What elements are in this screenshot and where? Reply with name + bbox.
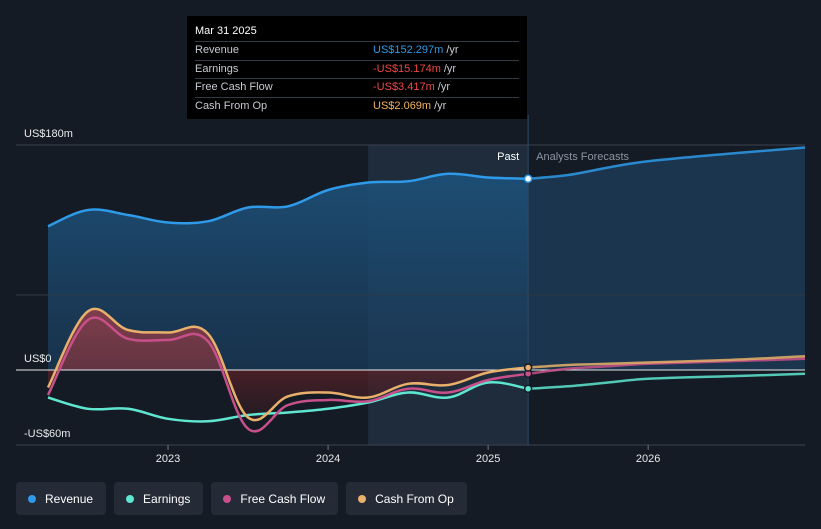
tooltip-date: Mar 31 2025 [195,25,257,37]
legend-dot-icon [358,494,367,503]
x-tick-label: 2024 [316,453,340,465]
tooltip-row-earnings: Earnings -US$15.174m /yr [195,59,519,79]
tooltip-row-cash-from-op: Cash From Op US$2.069m /yr [195,96,519,116]
y-tick-label: US$180m [24,128,73,140]
y-tick-label: US$0 [24,353,52,365]
tooltip-value: US$2.069m [373,99,432,112]
cash-flow-positive-area [48,308,529,370]
earnings-line [47,381,529,423]
forecast-label: Analysts Forecasts [536,151,629,163]
legend-item-revenue[interactable]: Revenue [16,482,107,515]
tooltip-suffix: /yr [434,99,447,112]
free-cash-flow-forecast-line [527,357,806,376]
revenue-line [47,172,529,228]
tooltip-suffix: /yr [446,44,459,56]
legend-item-earnings[interactable]: Earnings [114,482,204,515]
free-cash-flow-line [46,316,529,433]
tooltip-value: -US$3.417m [373,81,435,93]
x-tick-label: 2026 [636,453,660,465]
tooltip-label: Earnings [195,62,239,75]
tooltip-label: Free Cash Flow [195,81,273,93]
cash-from-op-line [46,307,529,422]
revenue-marker [523,174,533,183]
tooltip-suffix: /yr [437,81,450,93]
x-tick-label: 2025 [476,453,500,465]
legend-label: Earnings [143,491,191,506]
legend-dot-icon [28,494,36,503]
tooltip-label: Cash From Op [195,99,268,112]
x-tick-label: 2023 [156,453,180,465]
cash-from-op-marker [523,363,533,372]
tooltip-row-free-cash-flow: Free Cash Flow -US$3.417m /yr [195,78,519,97]
tooltip-row-revenue: Revenue US$152.297m /yr [195,41,519,60]
y-tick-label: -US$60m [24,428,70,440]
tooltip-value: US$152.297m [373,44,444,56]
legend-dot-icon [223,494,232,503]
tooltip: Mar 31 2025 Revenue US$152.297m /yr Earn… [187,16,527,119]
revenue-forecast-area [528,147,805,370]
legend-item-cash-from-op[interactable]: Cash From Op [346,482,467,515]
legend-label: Cash From Op [375,491,454,506]
legend-dot-icon [126,494,135,503]
tooltip-suffix: /yr [443,62,457,75]
cash-from-op-forecast-line [528,355,806,369]
legend-item-free-cash-flow[interactable]: Free Cash Flow [211,482,339,515]
tooltip-label: Revenue [195,44,240,56]
past-label: Past [497,151,519,163]
legend-label: Free Cash Flow [240,491,326,506]
tooltip-value: -US$15.174m [373,62,441,75]
earnings-marker [523,384,533,393]
earnings-forecast-line [528,372,806,391]
legend: Revenue Earnings Free Cash Flow Cash Fro… [16,482,467,515]
legend-label: Revenue [45,491,94,506]
revenue-forecast-line [527,146,806,181]
